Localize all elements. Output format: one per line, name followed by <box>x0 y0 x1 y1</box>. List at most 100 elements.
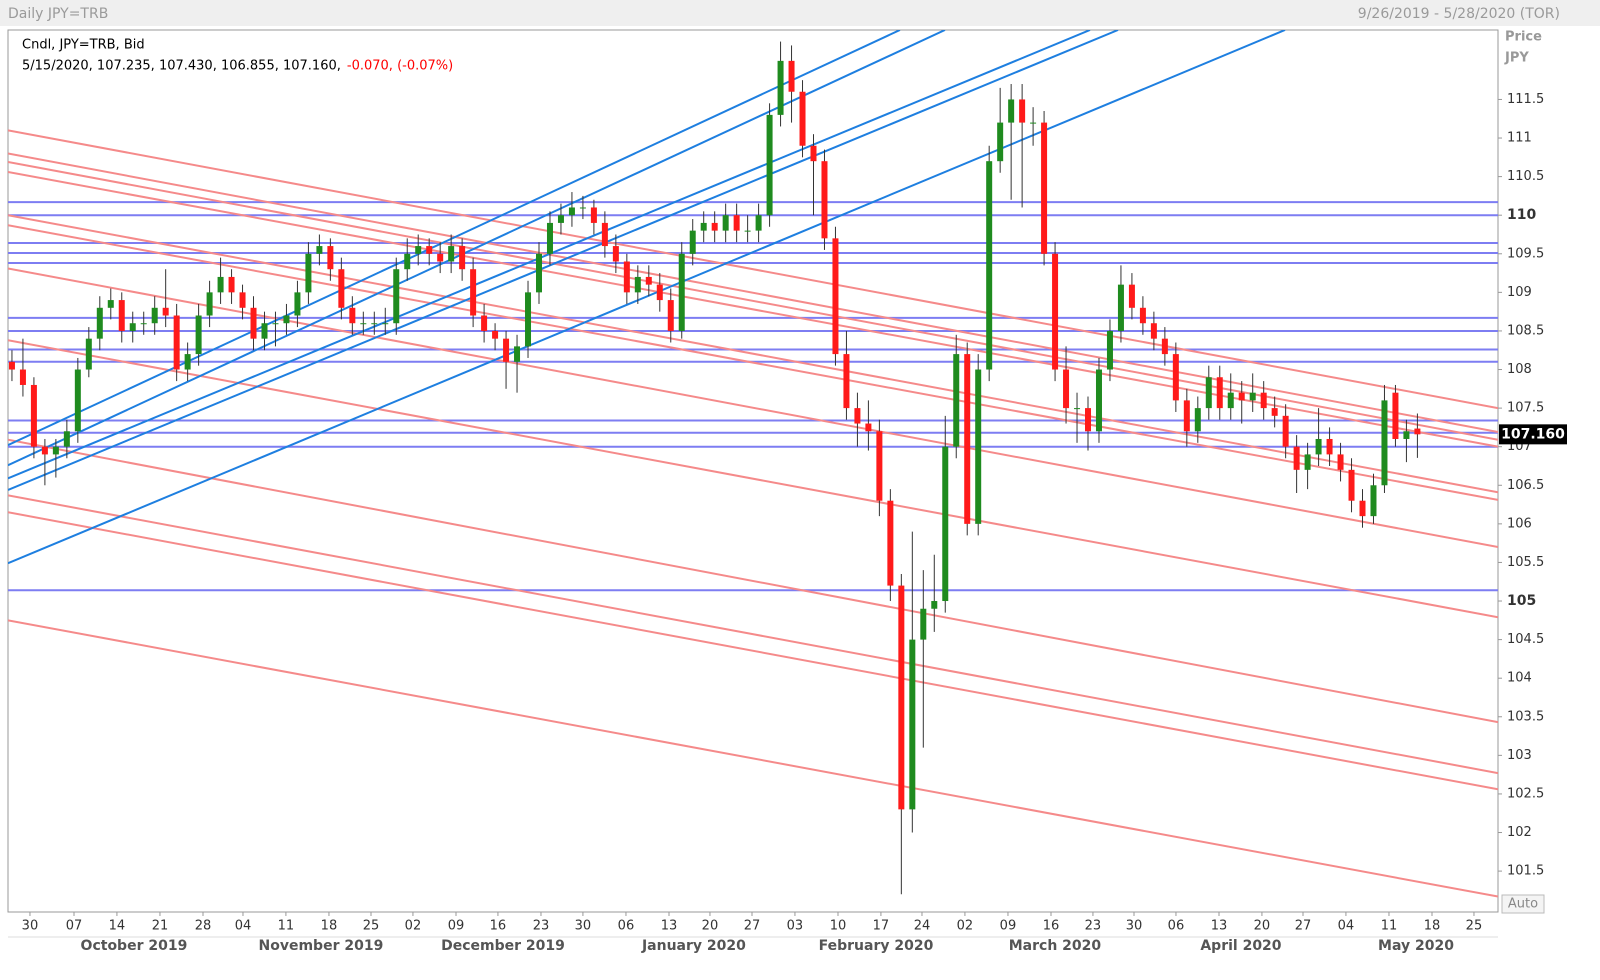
candle-body <box>777 60 784 115</box>
candle-body <box>41 446 48 455</box>
candle-body <box>1128 284 1135 308</box>
candle-body <box>788 60 795 92</box>
candle-body <box>195 315 202 355</box>
candle-body <box>865 423 872 432</box>
header-bar <box>0 0 1600 26</box>
x-tick-label: 30 <box>1126 919 1143 934</box>
candle-body <box>1304 454 1311 470</box>
candle-body <box>1260 392 1267 409</box>
x-tick-label: 30 <box>575 919 592 934</box>
x-tick-label: 11 <box>278 919 295 934</box>
candle-body <box>1326 438 1333 455</box>
candle-body <box>821 161 828 239</box>
trendline <box>8 171 1498 448</box>
candle-body <box>1392 392 1399 439</box>
y-tick-label: 110 <box>1507 207 1536 223</box>
trendline <box>8 30 1286 565</box>
candle-body <box>415 246 422 254</box>
y-tick-label: 103.5 <box>1507 709 1544 724</box>
x-tick-label: 27 <box>1295 919 1312 934</box>
candle-body <box>645 276 652 285</box>
candle-body <box>228 276 235 293</box>
candle-body <box>744 230 751 232</box>
x-tick-label: 23 <box>533 919 550 934</box>
x-tick-label: 24 <box>914 919 931 934</box>
candle-body <box>909 639 916 810</box>
x-tick-label: 18 <box>1424 919 1441 934</box>
candle-body <box>30 384 37 447</box>
date-range: 9/26/2019 - 5/28/2020 (TOR) <box>1358 6 1560 22</box>
candle-body <box>557 215 564 223</box>
trendline <box>8 619 1498 898</box>
candle-body <box>371 323 378 325</box>
scale-mode[interactable]: Auto <box>1508 897 1538 912</box>
candle-body <box>634 276 641 293</box>
candle-body <box>305 253 312 293</box>
x-tick-label: 25 <box>363 919 380 934</box>
candle-body <box>525 292 532 347</box>
month-label: December 2019 <box>441 938 565 954</box>
candle-body <box>997 122 1004 162</box>
candle-body <box>272 323 279 325</box>
x-tick-label: 21 <box>152 919 169 934</box>
candle-body <box>755 215 762 231</box>
candle-body <box>1238 392 1245 401</box>
x-tick-label: 23 <box>1085 919 1102 934</box>
y-axis-unit: JPY <box>1504 51 1529 66</box>
month-label: April 2020 <box>1200 938 1281 954</box>
candle-body <box>459 246 466 270</box>
candle-body <box>1019 99 1026 123</box>
candle-body <box>1041 122 1048 254</box>
candle-body <box>283 315 290 324</box>
x-tick-label: 25 <box>1466 919 1483 934</box>
y-tick-label: 110.5 <box>1507 169 1544 184</box>
legend-title: Cndl, JPY=TRB, Bid <box>22 38 145 53</box>
candle-body <box>942 446 949 602</box>
candle-body <box>590 207 597 223</box>
month-label: May 2020 <box>1378 938 1454 954</box>
legend-change: -0.070, (-0.07%) <box>347 59 453 74</box>
y-tick-label: 105 <box>1507 593 1536 609</box>
candle-body <box>382 323 389 325</box>
candle-body <box>799 91 806 146</box>
candle-body <box>349 307 356 324</box>
candle-body <box>514 346 521 362</box>
trendline <box>8 511 1498 791</box>
candle-body <box>74 369 81 432</box>
x-tick-label: 14 <box>109 919 126 934</box>
candle-body <box>437 253 444 262</box>
candle-body <box>360 323 367 325</box>
candle-body <box>887 500 894 586</box>
trendline <box>8 30 946 467</box>
scale-mode-button[interactable] <box>1501 894 1545 914</box>
month-label: February 2020 <box>819 938 934 954</box>
y-tick-label: 108.5 <box>1507 323 1544 338</box>
candle-body <box>162 307 169 316</box>
candle-body <box>766 114 773 216</box>
candle-body <box>579 207 586 209</box>
candle-body <box>1348 469 1355 501</box>
candle-body <box>1183 400 1190 432</box>
candle-body <box>8 361 15 370</box>
candle-body <box>920 608 927 640</box>
x-tick-label: 18 <box>321 919 338 934</box>
x-tick-label: 20 <box>1254 919 1271 934</box>
y-tick-label: 106.5 <box>1507 478 1544 493</box>
candle-body <box>327 246 334 270</box>
month-label: October 2019 <box>81 938 188 954</box>
candle-body <box>503 338 510 362</box>
candle-body <box>1161 338 1168 355</box>
candle-body <box>568 207 575 216</box>
x-tick-label: 06 <box>618 919 635 934</box>
candle-body <box>239 292 246 308</box>
month-label: November 2019 <box>259 938 384 954</box>
candle-body <box>1117 284 1124 331</box>
candle-body <box>975 369 982 524</box>
x-tick-label: 10 <box>830 919 847 934</box>
y-tick-label: 102.5 <box>1507 786 1544 801</box>
x-tick-label: 20 <box>702 919 719 934</box>
candle-body <box>1063 369 1070 409</box>
x-tick-label: 02 <box>405 919 422 934</box>
candle-body <box>261 323 268 339</box>
candle-body <box>19 369 26 385</box>
